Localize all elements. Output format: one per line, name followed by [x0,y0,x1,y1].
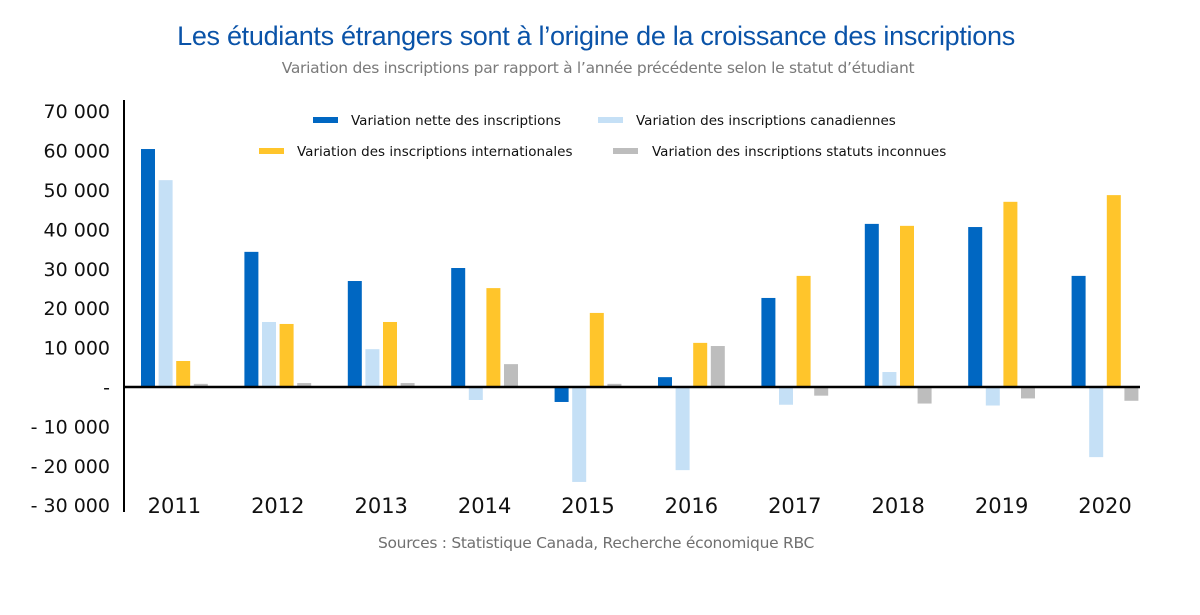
bar-2012-series-4 [297,383,312,387]
legend-label: Variation nette des inscriptions [351,113,561,129]
bar-2017-series-2 [779,387,793,405]
bar-2015-series-3 [589,312,604,387]
bar-2015-series-1 [554,387,569,402]
legend-swatch [259,148,284,154]
legend-item-2: Variation des inscriptions canadiennes [598,113,896,129]
bar-2020-series-2 [1089,387,1104,458]
legend-item-3: Variation des inscriptions international… [259,144,572,160]
x-axis-tick-labels: 2011 2012 2013 2014 2015 2016 2017 2018 2019 2020 [148,494,1132,518]
x-tick-label: 2015 [561,494,614,518]
bar-2018-series-2 [882,372,897,387]
legend-swatch [613,148,638,154]
bar-2019-series-2 [985,387,1000,406]
bar-2013-series-2 [365,349,380,387]
y-tick-label: 70 000 [44,101,110,123]
y-tick-label: 20 000 [44,298,110,320]
y-tick-label: - [103,377,110,399]
bar-2013-series-4 [400,383,415,387]
bar-2019-series-1 [968,227,983,387]
bar-2019-series-3 [1003,201,1018,387]
x-tick-label: 2016 [665,494,718,518]
bar-2016-series-1 [658,377,672,387]
legend-swatch [313,117,338,123]
bar-2017-series-3 [796,275,811,387]
bar-2014-series-1 [451,268,466,387]
x-tick-label: 2011 [148,494,201,518]
y-tick-label: - 30 000 [31,495,110,517]
bar-2016-series-4 [710,346,725,387]
bar-2011-series-1 [141,149,155,387]
chart-source: Sources : Statistique Canada, Recherche … [377,534,815,552]
bar-2012-series-3 [279,323,294,387]
x-tick-label: 2020 [1078,494,1131,518]
bar-2017-series-1 [761,297,776,387]
y-tick-label: 40 000 [44,219,110,241]
x-tick-label: 2014 [458,494,511,518]
bar-2014-series-2 [468,387,483,401]
bar-2020-series-1 [1071,275,1086,387]
legend-label: Variation des inscriptions international… [297,144,572,160]
x-tick-label: 2012 [251,494,304,518]
bar-2015-series-4 [607,383,622,387]
bar-2015-series-2 [572,387,587,482]
bar-2011-series-4 [193,383,208,387]
bar-2016-series-2 [675,387,690,471]
legend-item-1: Variation nette des inscriptions [313,113,561,129]
x-tick-label: 2018 [871,494,924,518]
bar-2019-series-4 [1021,387,1035,399]
y-tick-label: 10 000 [44,338,110,360]
bar-2013-series-3 [383,321,397,387]
y-axis-tick-labels: 70 000 60 000 50 000 40 000 30 000 20 000 10 0… [31,101,110,517]
bar-2017-series-4 [814,387,829,396]
y-tick-label: - 20 000 [31,456,110,478]
bar-2020-series-4 [1124,387,1139,401]
bar-2018-series-4 [917,387,932,404]
legend-label: Variation des inscriptions canadiennes [636,113,896,129]
y-tick-label: - 10 000 [31,416,110,438]
legend-label: Variation des inscriptions statuts incon… [652,144,946,160]
bar-2011-series-3 [176,360,191,387]
legend: Variation nette des inscriptions Variatio… [259,113,946,160]
x-tick-label: 2013 [354,494,407,518]
bar-2013-series-1 [347,281,362,387]
bar-2014-series-3 [486,288,501,387]
bar-2012-series-1 [244,251,259,387]
bar-2016-series-3 [693,342,708,387]
bar-2020-series-3 [1106,195,1121,387]
y-tick-label: 50 000 [44,180,110,202]
legend-item-4: Variation des inscriptions statuts incon… [613,144,946,160]
bar-2011-series-2 [158,180,173,387]
bar-2014-series-4 [504,364,518,387]
bar-2012-series-2 [262,321,276,387]
bars [141,149,1139,482]
chart-subtitle: Variation des inscriptions par rapport à… [281,59,915,77]
y-tick-label: 60 000 [44,141,110,163]
legend-swatch [598,117,623,123]
chart-title: Les étudiants étrangers sont à l’origine… [177,21,1015,51]
x-tick-label: 2017 [768,494,821,518]
bar-2018-series-1 [864,223,879,387]
y-tick-label: 30 000 [44,259,110,281]
bar-2018-series-3 [900,225,914,387]
x-tick-label: 2019 [975,494,1028,518]
